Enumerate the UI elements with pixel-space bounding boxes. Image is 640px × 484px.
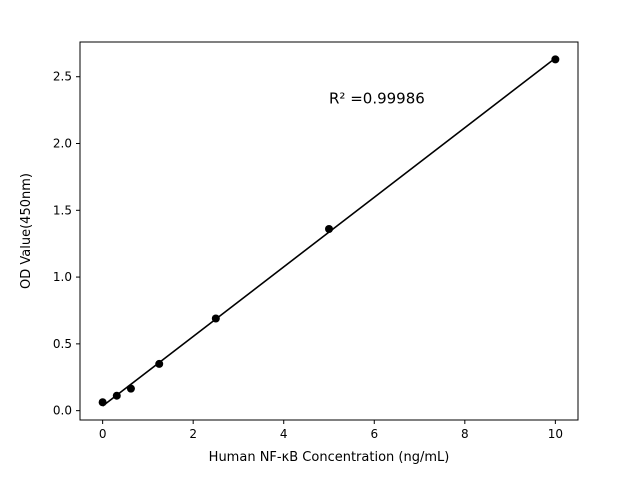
data-point xyxy=(325,224,333,233)
data-point xyxy=(155,359,164,368)
x-tick-label: 2 xyxy=(189,427,197,441)
plot-border xyxy=(79,41,579,421)
data-point xyxy=(112,391,121,400)
x-tick-label: 6 xyxy=(370,427,378,441)
y-tick-label: 0.5 xyxy=(53,337,72,351)
y-tick-label: 2.0 xyxy=(53,137,72,151)
x-tick-label: 4 xyxy=(280,427,288,441)
x-tick-label: 0 xyxy=(99,427,107,441)
y-tick-label: 2.5 xyxy=(53,70,72,84)
data-point xyxy=(98,398,107,407)
x-tick-label: 10 xyxy=(548,427,563,441)
data-point xyxy=(211,314,220,323)
data-point xyxy=(551,55,560,64)
x-tick-label: 8 xyxy=(461,427,469,441)
y-tick-label: 1.0 xyxy=(53,270,72,284)
y-tick-label: 0.0 xyxy=(53,404,72,418)
y-axis-label: OD Value(450nm) xyxy=(19,173,34,289)
x-axis-label: Human NF-κB Concentration (ng/mL) xyxy=(209,450,450,465)
r-squared-annotation: R² =0.99986 xyxy=(329,89,425,107)
y-tick-label: 1.5 xyxy=(53,203,72,217)
data-point xyxy=(126,384,135,393)
